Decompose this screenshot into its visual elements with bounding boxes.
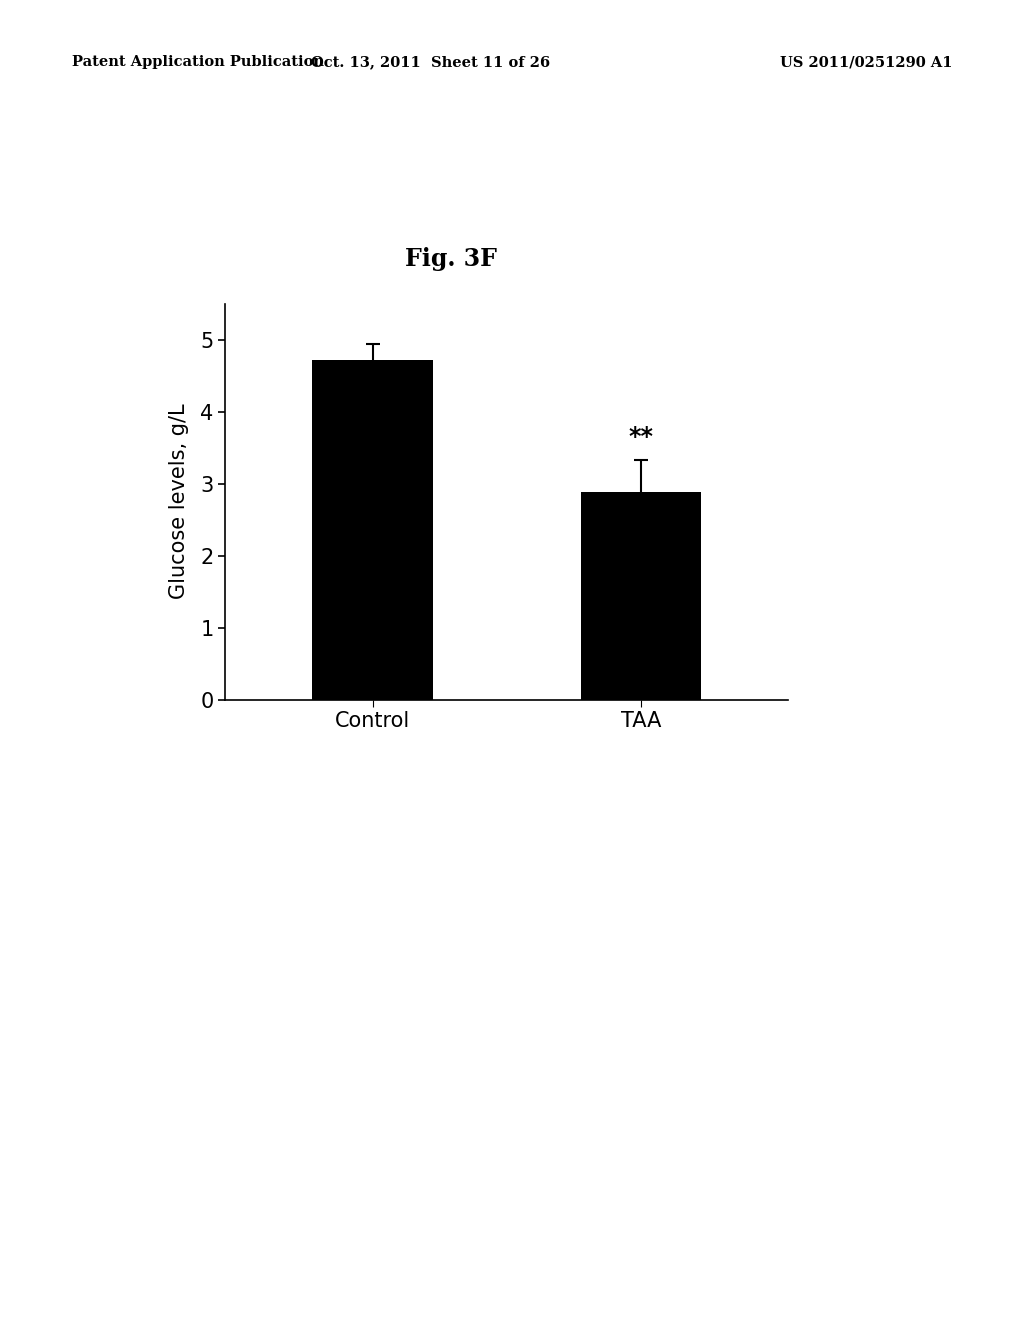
Bar <box>581 492 701 700</box>
Text: Patent Application Publication: Patent Application Publication <box>72 55 324 70</box>
Text: US 2011/0251290 A1: US 2011/0251290 A1 <box>780 55 952 70</box>
Y-axis label: Glucose levels, g/L: Glucose levels, g/L <box>169 404 189 599</box>
Bar <box>312 360 433 700</box>
Text: **: ** <box>629 425 653 449</box>
Text: Oct. 13, 2011  Sheet 11 of 26: Oct. 13, 2011 Sheet 11 of 26 <box>310 55 550 70</box>
Text: Fig. 3F: Fig. 3F <box>404 247 497 271</box>
